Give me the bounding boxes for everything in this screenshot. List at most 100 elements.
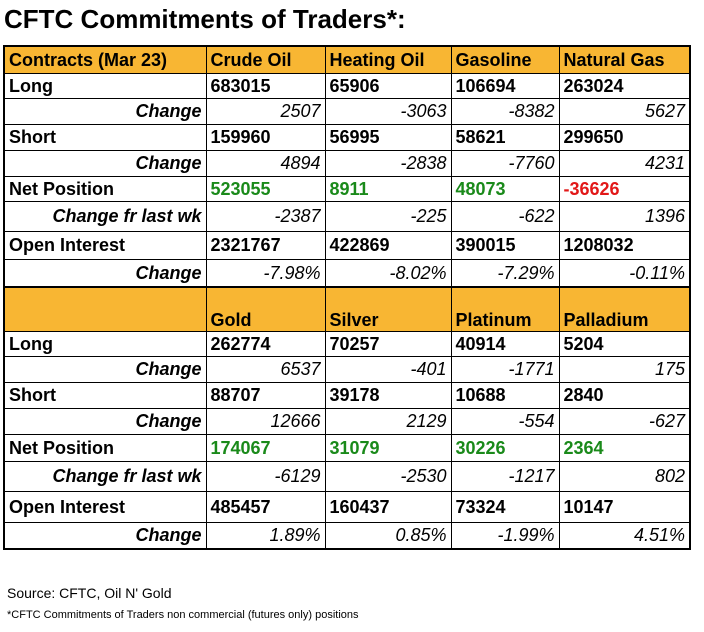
open-interest-change-row: Change -7.98% -8.02% -7.29% -0.11% bbox=[3, 258, 691, 288]
net-value-cell: 2364 bbox=[558, 433, 691, 462]
net-change-row: Change fr last wk -6129 -2530 -1217 802 bbox=[3, 460, 691, 492]
header-cell: Silver bbox=[324, 286, 452, 332]
row-label: Change bbox=[3, 407, 207, 435]
change-cell: 2129 bbox=[324, 407, 452, 435]
header-cell: Platinum bbox=[450, 286, 560, 332]
change-cell: 4894 bbox=[205, 149, 326, 177]
short-row: Short 88707 39178 10688 2840 bbox=[3, 381, 691, 409]
value-cell: 39178 bbox=[324, 381, 452, 409]
value-cell: 73324 bbox=[450, 490, 560, 523]
row-label: Change bbox=[3, 97, 207, 125]
row-label: Long bbox=[3, 330, 207, 357]
change-cell: -7.98% bbox=[205, 258, 326, 288]
header-cell: Gold bbox=[205, 286, 326, 332]
value-cell: 106694 bbox=[450, 72, 560, 99]
energy-header-row: Contracts (Mar 23) Crude Oil Heating Oil… bbox=[3, 45, 691, 74]
change-cell: 12666 bbox=[205, 407, 326, 435]
change-cell: -2530 bbox=[324, 460, 452, 492]
change-cell: -6129 bbox=[205, 460, 326, 492]
source-note: Source: CFTC, Oil N' Gold bbox=[7, 585, 172, 601]
header-cell: Gasoline bbox=[450, 45, 560, 74]
long-change-row: Change 2507 -3063 -8382 5627 bbox=[3, 97, 691, 125]
value-cell: 88707 bbox=[205, 381, 326, 409]
value-cell: 65906 bbox=[324, 72, 452, 99]
change-cell: -2838 bbox=[324, 149, 452, 177]
change-cell: 802 bbox=[558, 460, 691, 492]
change-cell: -8382 bbox=[450, 97, 560, 125]
net-value-cell: 48073 bbox=[450, 175, 560, 202]
row-label: Change bbox=[3, 355, 207, 383]
value-cell: 70257 bbox=[324, 330, 452, 357]
change-cell: -554 bbox=[450, 407, 560, 435]
net-position-row: Net Position 523055 8911 48073 -36626 bbox=[3, 175, 691, 202]
change-cell: 5627 bbox=[558, 97, 691, 125]
net-change-row: Change fr last wk -2387 -225 -622 1396 bbox=[3, 200, 691, 232]
value-cell: 390015 bbox=[450, 230, 560, 260]
change-cell: -7760 bbox=[450, 149, 560, 177]
change-cell: 4.51% bbox=[558, 521, 691, 550]
change-cell: -1.99% bbox=[450, 521, 560, 550]
row-label: Open Interest bbox=[3, 490, 207, 523]
change-cell: 1.89% bbox=[205, 521, 326, 550]
row-label: Change fr last wk bbox=[3, 200, 207, 232]
value-cell: 58621 bbox=[450, 123, 560, 151]
change-cell: 1396 bbox=[558, 200, 691, 232]
row-label: Long bbox=[3, 72, 207, 99]
change-cell: -7.29% bbox=[450, 258, 560, 288]
cot-table: Contracts (Mar 23) Crude Oil Heating Oil… bbox=[3, 45, 691, 550]
value-cell: 262774 bbox=[205, 330, 326, 357]
short-change-row: Change 4894 -2838 -7760 4231 bbox=[3, 149, 691, 177]
open-interest-row: Open Interest 2321767 422869 390015 1208… bbox=[3, 230, 691, 260]
change-cell: 2507 bbox=[205, 97, 326, 125]
change-cell: -8.02% bbox=[324, 258, 452, 288]
net-value-cell: 523055 bbox=[205, 175, 326, 202]
value-cell: 683015 bbox=[205, 72, 326, 99]
value-cell: 485457 bbox=[205, 490, 326, 523]
change-cell: -0.11% bbox=[558, 258, 691, 288]
value-cell: 2321767 bbox=[205, 230, 326, 260]
change-cell: -401 bbox=[324, 355, 452, 383]
row-label: Change fr last wk bbox=[3, 460, 207, 492]
long-change-row: Change 6537 -401 -1771 175 bbox=[3, 355, 691, 383]
change-cell: -3063 bbox=[324, 97, 452, 125]
value-cell: 10688 bbox=[450, 381, 560, 409]
change-cell: -1771 bbox=[450, 355, 560, 383]
short-change-row: Change 12666 2129 -554 -627 bbox=[3, 407, 691, 435]
net-value-cell: 8911 bbox=[324, 175, 452, 202]
change-cell: 175 bbox=[558, 355, 691, 383]
row-label: Change bbox=[3, 149, 207, 177]
value-cell: 56995 bbox=[324, 123, 452, 151]
long-row: Long 683015 65906 106694 263024 bbox=[3, 72, 691, 99]
short-row: Short 159960 56995 58621 299650 bbox=[3, 123, 691, 151]
long-row: Long 262774 70257 40914 5204 bbox=[3, 330, 691, 357]
row-label: Net Position bbox=[3, 433, 207, 462]
value-cell: 263024 bbox=[558, 72, 691, 99]
value-cell: 159960 bbox=[205, 123, 326, 151]
row-label: Open Interest bbox=[3, 230, 207, 260]
value-cell: 10147 bbox=[558, 490, 691, 523]
row-label: Short bbox=[3, 123, 207, 151]
header-cell bbox=[3, 286, 207, 332]
header-cell: Heating Oil bbox=[324, 45, 452, 74]
open-interest-change-row: Change 1.89% 0.85% -1.99% 4.51% bbox=[3, 521, 691, 550]
header-cell: Natural Gas bbox=[558, 45, 691, 74]
net-position-row: Net Position 174067 31079 30226 2364 bbox=[3, 433, 691, 462]
row-label: Change bbox=[3, 258, 207, 288]
value-cell: 1208032 bbox=[558, 230, 691, 260]
row-label: Net Position bbox=[3, 175, 207, 202]
value-cell: 160437 bbox=[324, 490, 452, 523]
metals-header-row: Gold Silver Platinum Palladium bbox=[3, 286, 691, 332]
change-cell: 0.85% bbox=[324, 521, 452, 550]
header-cell: Contracts (Mar 23) bbox=[3, 45, 207, 74]
net-value-cell: -36626 bbox=[558, 175, 691, 202]
change-cell: -1217 bbox=[450, 460, 560, 492]
footnote: *CFTC Commitments of Traders non commerc… bbox=[7, 609, 359, 621]
net-value-cell: 174067 bbox=[205, 433, 326, 462]
row-label: Short bbox=[3, 381, 207, 409]
header-cell: Crude Oil bbox=[205, 45, 326, 74]
change-cell: -622 bbox=[450, 200, 560, 232]
change-cell: 4231 bbox=[558, 149, 691, 177]
page-title: CFTC Commitments of Traders*: bbox=[4, 4, 406, 34]
open-interest-row: Open Interest 485457 160437 73324 10147 bbox=[3, 490, 691, 523]
value-cell: 2840 bbox=[558, 381, 691, 409]
